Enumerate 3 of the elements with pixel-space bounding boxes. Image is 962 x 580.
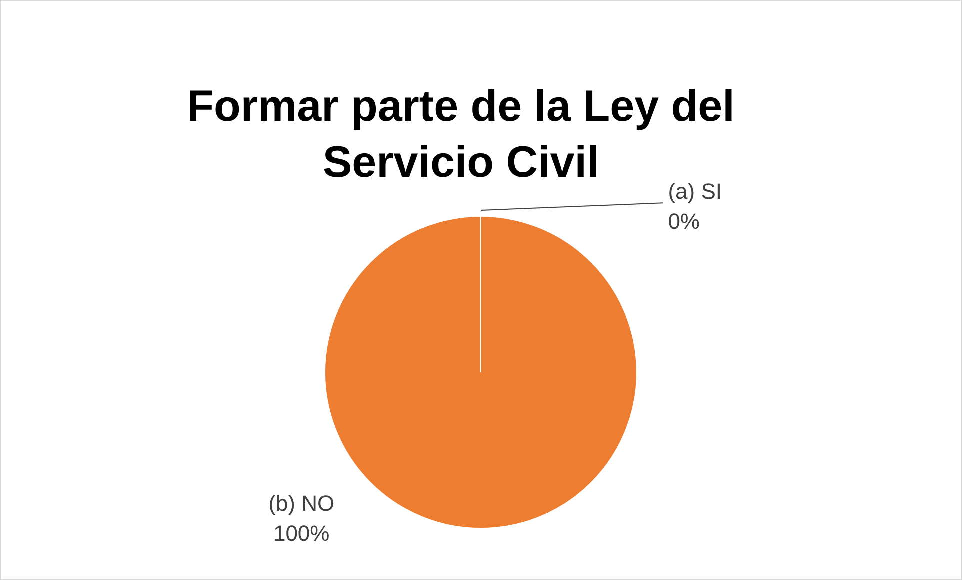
data-label: 100% bbox=[273, 521, 330, 546]
slice-label: (b) NO bbox=[268, 491, 335, 516]
text: 0% bbox=[668, 209, 700, 234]
